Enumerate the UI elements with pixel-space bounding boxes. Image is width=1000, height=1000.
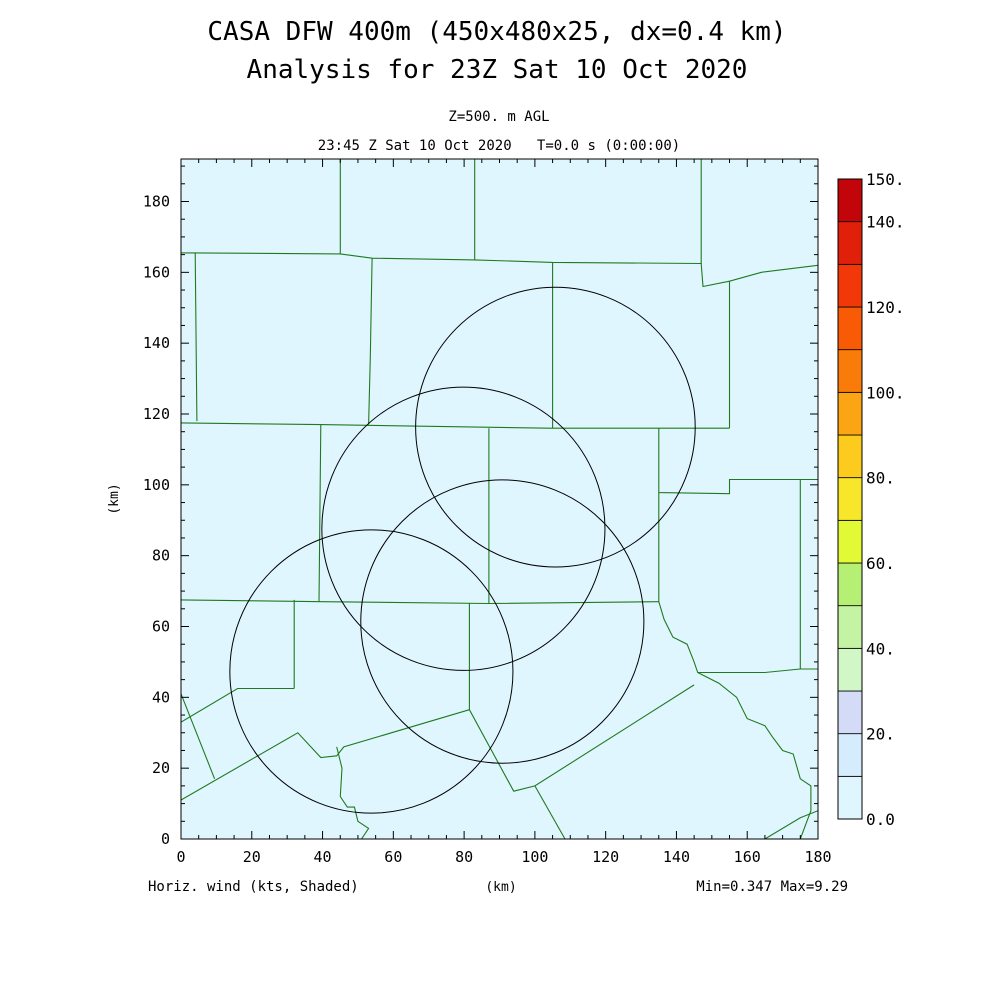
colorbar-label: 60. [866, 554, 895, 573]
colorbar-bin [837, 391, 863, 436]
colorbar-label: 20. [866, 725, 895, 744]
chart-subtitle: Analysis for 23Z Sat 10 Oct 2020 [247, 55, 748, 85]
y-tick-label: 20 [152, 759, 170, 777]
y-tick-label: 80 [152, 547, 170, 565]
colorbar-bin [837, 690, 863, 735]
time-label: 23:45 Z Sat 10 Oct 2020 T=0.0 s (0:00:00… [318, 138, 680, 154]
colorbar-bin [837, 519, 863, 564]
colorbar: 0.0 20. 40. 60. 80. 100. 120. 140. 150. [837, 170, 905, 829]
colorbar-bin [837, 733, 863, 777]
plot-area: 0 20 40 60 80 100 120 140 160 180 0 20 40 60 80 100 120 1… [143, 158, 832, 866]
radar-range-ring [415, 286, 696, 568]
colorbar-label: 40. [866, 639, 895, 658]
x-tick-label: 80 [455, 848, 473, 866]
wind-field-shading [181, 159, 818, 839]
x-tick-label: 40 [314, 848, 332, 866]
county-boundary [318, 424, 322, 602]
county-boundary [181, 693, 216, 780]
y-tick-label: 40 [152, 688, 170, 706]
colorbar-bin [837, 775, 863, 820]
county-boundary [534, 785, 566, 839]
colorbar-bin [837, 605, 863, 649]
county-boundary [468, 603, 695, 792]
y-tick-label: 180 [143, 193, 170, 211]
county-boundary [181, 422, 730, 429]
y-tick-label: 60 [152, 618, 170, 636]
colorbar-bin [837, 221, 863, 265]
colorbar-bin [837, 477, 863, 521]
colorbar-bin [837, 647, 863, 692]
county-boundary [181, 687, 295, 723]
y-tick-label: 100 [143, 476, 170, 494]
x-tick-label: 180 [804, 848, 831, 866]
radar-range-ring [229, 529, 514, 814]
y-tick-label: 120 [143, 405, 170, 423]
county-boundary [368, 258, 373, 425]
colorbar-bin [837, 434, 863, 479]
colorbar-label: 120. [866, 298, 905, 317]
x-tick-label: 20 [243, 848, 261, 866]
y-tick-label: 160 [143, 263, 170, 281]
radar-range-ring [321, 386, 606, 671]
y-tick-label: 0 [161, 830, 170, 848]
x-tick-label: 0 [176, 848, 185, 866]
county-boundary [336, 746, 370, 839]
level-label: Z=500. m AGL [448, 109, 549, 125]
chart-title: CASA DFW 400m (450x480x25, dx=0.4 km) [207, 17, 786, 47]
colorbar-bin [837, 306, 863, 351]
radar-range-ring [360, 479, 645, 764]
colorbar-label: 0.0 [866, 810, 895, 829]
x-tick-label: 100 [521, 848, 548, 866]
x-tick-label: 60 [384, 848, 402, 866]
min-max-label: Min=0.347 Max=9.29 [696, 879, 848, 895]
colorbar-label: 140. [866, 213, 905, 232]
county-boundary [181, 709, 470, 801]
colorbar-bin [837, 562, 863, 607]
x-axis-label: (km) [485, 880, 516, 895]
colorbar-label: 150. [866, 170, 905, 189]
y-axis-label: (km) [107, 483, 122, 514]
colorbar-bin [837, 349, 863, 393]
colorbar-frame [837, 178, 863, 820]
colorbar-label: 100. [866, 383, 905, 402]
county-boundary [658, 428, 818, 495]
colorbar-bin [837, 263, 863, 308]
county-boundary [697, 672, 812, 839]
x-tick-label: 160 [734, 848, 761, 866]
x-tick-label: 120 [592, 848, 619, 866]
field-label: Horiz. wind (kts, Shaded) [148, 879, 359, 895]
colorbar-bin [837, 178, 863, 223]
county-boundary [181, 599, 659, 605]
colorbar-label: 80. [866, 469, 895, 488]
county-boundary [764, 810, 818, 839]
county-boundary [658, 492, 818, 674]
x-tick-label: 140 [663, 848, 690, 866]
y-tick-label: 140 [143, 334, 170, 352]
